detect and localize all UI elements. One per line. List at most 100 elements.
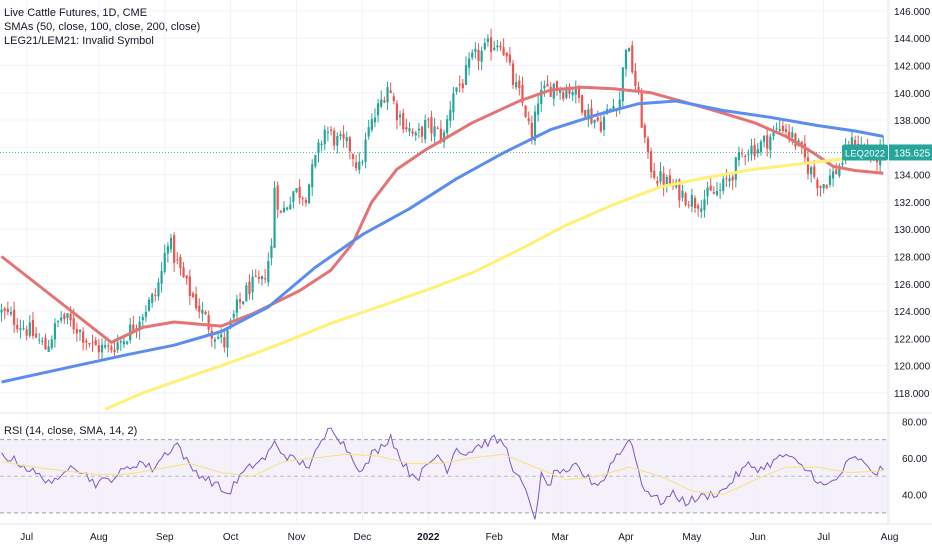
candle-body — [537, 103, 540, 115]
candle-body — [486, 38, 490, 42]
last-price-label: 135.625 — [894, 148, 931, 159]
candle-body — [762, 135, 766, 142]
candle-body — [568, 88, 571, 94]
candle-body — [706, 187, 709, 197]
candle-body — [311, 164, 314, 188]
candle-body — [442, 132, 446, 143]
candle-body — [750, 145, 753, 155]
candle-body — [386, 87, 389, 103]
candle-body — [800, 141, 803, 146]
chart-title[interactable]: Live Cattle Futures, 1D, CME — [4, 7, 148, 19]
candle-body — [257, 276, 260, 279]
rsi-y-tick-label: 60.00 — [902, 454, 927, 465]
symbol-label: LEQ2022 — [845, 148, 885, 159]
candle-body — [198, 305, 201, 312]
spread-legend-label[interactable]: LEG21/LEM21: Invalid Symbol — [4, 35, 154, 47]
candle-body — [151, 293, 154, 303]
candle-body — [138, 321, 141, 331]
candle-body — [213, 339, 217, 342]
candle-body — [455, 87, 458, 92]
candle-body — [825, 184, 828, 189]
candle-body — [361, 161, 364, 163]
candle-body — [276, 185, 279, 210]
candle-body — [25, 329, 28, 336]
candle-body — [835, 169, 838, 174]
candle-body — [282, 207, 286, 213]
candle-body — [653, 170, 656, 178]
candle-body — [6, 308, 9, 312]
candle-body — [828, 175, 832, 185]
candle-body — [631, 45, 634, 73]
candle-body — [141, 316, 144, 321]
candle-body — [173, 235, 176, 263]
candle-body — [468, 58, 471, 68]
candle-body — [530, 122, 533, 139]
candle-body — [499, 45, 502, 48]
candle-body — [640, 92, 643, 128]
candle-body — [157, 282, 160, 297]
candle-body — [700, 208, 703, 212]
candle-body — [351, 154, 355, 159]
candle-body — [201, 309, 204, 314]
candle-body — [533, 111, 537, 141]
candle-body — [458, 83, 461, 85]
candle-body — [772, 130, 775, 137]
candle-body — [110, 346, 113, 350]
candle-body — [47, 346, 50, 352]
candle-body — [816, 179, 819, 189]
candle-body — [524, 105, 527, 117]
candle-body — [433, 126, 436, 137]
candle-body — [358, 161, 361, 171]
candle-body — [555, 81, 559, 91]
candle-body — [841, 162, 844, 165]
candle-body — [326, 131, 329, 134]
candle-body — [370, 119, 373, 130]
candle-body — [389, 90, 392, 94]
candle-body — [22, 328, 25, 330]
candle-body — [144, 311, 148, 317]
sma-legend-label[interactable]: SMAs (50, close, 100, close, 200, close) — [4, 21, 201, 33]
candle-body — [593, 119, 596, 123]
candle-body — [245, 285, 248, 302]
candle-body — [16, 324, 19, 330]
sma-200-line — [104, 151, 884, 411]
candle-body — [88, 342, 91, 345]
candle-body — [402, 112, 405, 130]
x-tick-label: Jul — [817, 532, 830, 543]
x-tick-label: Nov — [288, 532, 306, 543]
candle-body — [618, 99, 621, 110]
candle-body — [587, 109, 590, 120]
candle-body — [78, 329, 82, 333]
candle-body — [521, 84, 524, 103]
candle-body — [788, 131, 791, 137]
candle-body — [784, 129, 788, 132]
candle-body — [348, 137, 351, 152]
candle-body — [270, 245, 273, 258]
candle-body — [756, 149, 759, 154]
candle-body — [63, 314, 66, 319]
symbol-tag — [842, 144, 888, 161]
candle-body — [634, 71, 637, 87]
candle-body — [452, 93, 455, 113]
candle-body — [132, 324, 135, 331]
candle-body — [31, 319, 35, 337]
candle-body — [66, 313, 69, 319]
candle-body — [166, 246, 169, 254]
candle-body — [373, 117, 377, 123]
candle-body — [125, 341, 129, 344]
candle-body — [0, 309, 3, 313]
rsi-legend-label[interactable]: RSI (14, close, SMA, 14, 2) — [4, 425, 138, 437]
candle-body — [543, 85, 546, 89]
x-tick-label: May — [682, 532, 701, 543]
candle-body — [464, 65, 468, 85]
candle-body — [747, 154, 750, 156]
candle-body — [489, 37, 493, 52]
candle-body — [753, 144, 756, 157]
ma-lines-layer — [0, 85, 888, 411]
candle-body — [185, 275, 188, 279]
candle-body — [803, 143, 806, 158]
candle-body — [649, 151, 653, 173]
candle-body — [204, 311, 207, 315]
candle-body — [383, 100, 386, 103]
